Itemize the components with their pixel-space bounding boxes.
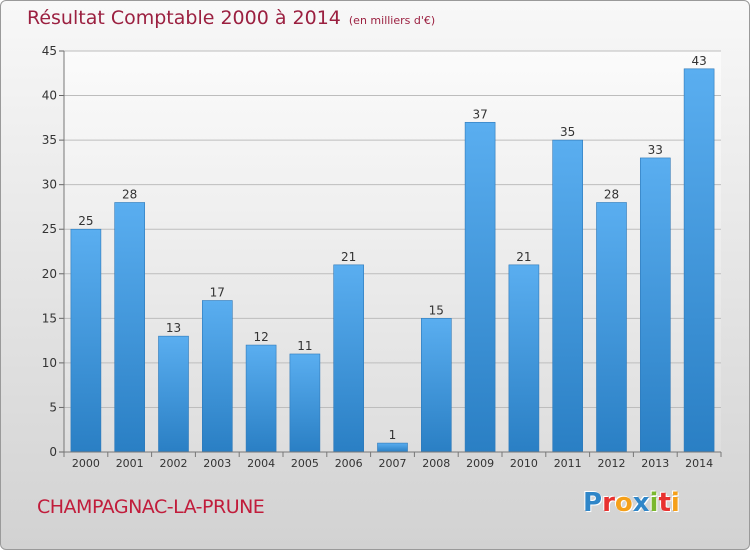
y-tick-label: 45 [42,44,57,58]
x-tick-label-2005: 2005 [291,457,319,470]
y-tick-label: 0 [49,445,57,459]
bar-2009 [464,121,496,453]
brand-logo-letter: P [583,488,603,518]
bar-2012 [596,202,627,453]
y-tick-label: 10 [42,356,57,370]
x-tick-label-2001: 2001 [116,457,144,470]
bar-2001 [114,202,145,453]
y-tick-label: 5 [49,400,57,414]
brand-logo-letter: o [614,488,633,518]
data-label-2012: 28 [604,187,619,201]
bar-2000 [70,228,102,453]
bars [70,68,715,453]
y-tick-label: 35 [42,133,57,147]
bar-2008 [420,318,452,453]
brand-logo-letter: i [670,488,680,518]
data-label-2005: 11 [297,339,312,353]
bar-2002 [158,335,189,453]
data-label-2009: 37 [472,107,487,121]
x-tick-label-2010: 2010 [510,457,538,470]
x-tick-label-2008: 2008 [422,457,450,470]
data-label-2003: 17 [210,286,225,300]
y-tick-label: 20 [42,267,57,281]
bar-2006 [333,264,365,453]
brand-logo-letter: t [658,488,671,518]
brand-logo-letter: i [649,488,659,518]
brand-logo: Proxiti [583,488,680,518]
bar-2003 [202,300,233,453]
x-tick-label-2000: 2000 [72,457,100,470]
data-label-2008: 15 [429,303,444,317]
data-label-2010: 21 [516,250,531,264]
bar-2005 [289,353,321,453]
y-tick-label: 30 [42,178,57,192]
bar-2011 [552,139,584,453]
x-tick-label-2014: 2014 [685,457,713,470]
x-tick-label-2012: 2012 [598,457,626,470]
x-tick-label-2013: 2013 [641,457,669,470]
data-label-2004: 12 [253,330,268,344]
x-tick-label-2002: 2002 [160,457,188,470]
x-tick-label-2006: 2006 [335,457,363,470]
bar-2004 [245,344,277,453]
data-label-2013: 33 [648,143,663,157]
bar-2007 [377,442,408,453]
data-label-2014: 43 [691,54,706,68]
data-label-2000: 25 [78,214,93,228]
y-tick-label: 25 [42,222,57,236]
chart-unit: (en milliers d'€) [348,14,436,27]
x-tick-label-2007: 2007 [379,457,407,470]
chart-title-text: Résultat Comptable 2000 à 2014 [27,7,341,29]
y-tick-label: 40 [42,89,57,103]
data-label-2002: 13 [166,321,181,335]
bar-2014 [683,68,715,453]
x-tick-label-2003: 2003 [203,457,231,470]
data-label-2007: 1 [389,428,397,442]
bar-2010 [508,264,540,453]
brand-logo-letter: r [602,488,615,518]
x-tick-label-2004: 2004 [247,457,275,470]
y-tick-label: 15 [42,311,57,325]
bar-2013 [639,157,671,453]
brand-logo-letter: x [632,488,650,518]
data-label-2006: 21 [341,250,356,264]
chart-title: Résultat Comptable 2000 à 2014 (en millie… [27,7,435,29]
x-tick-label-2009: 2009 [466,457,494,470]
data-label-2001: 28 [122,187,137,201]
x-tick-label-2011: 2011 [554,457,582,470]
place-name: CHAMPAGNAC-LA-PRUNE [37,496,265,518]
data-label-2011: 35 [560,125,575,139]
y-axis: 0 5 10 15 20 25 30 35 40 45 [42,44,721,459]
x-axis: 2000 2001 2002 2003 2004 2005 2006 2007 2008 2009… [63,452,722,470]
